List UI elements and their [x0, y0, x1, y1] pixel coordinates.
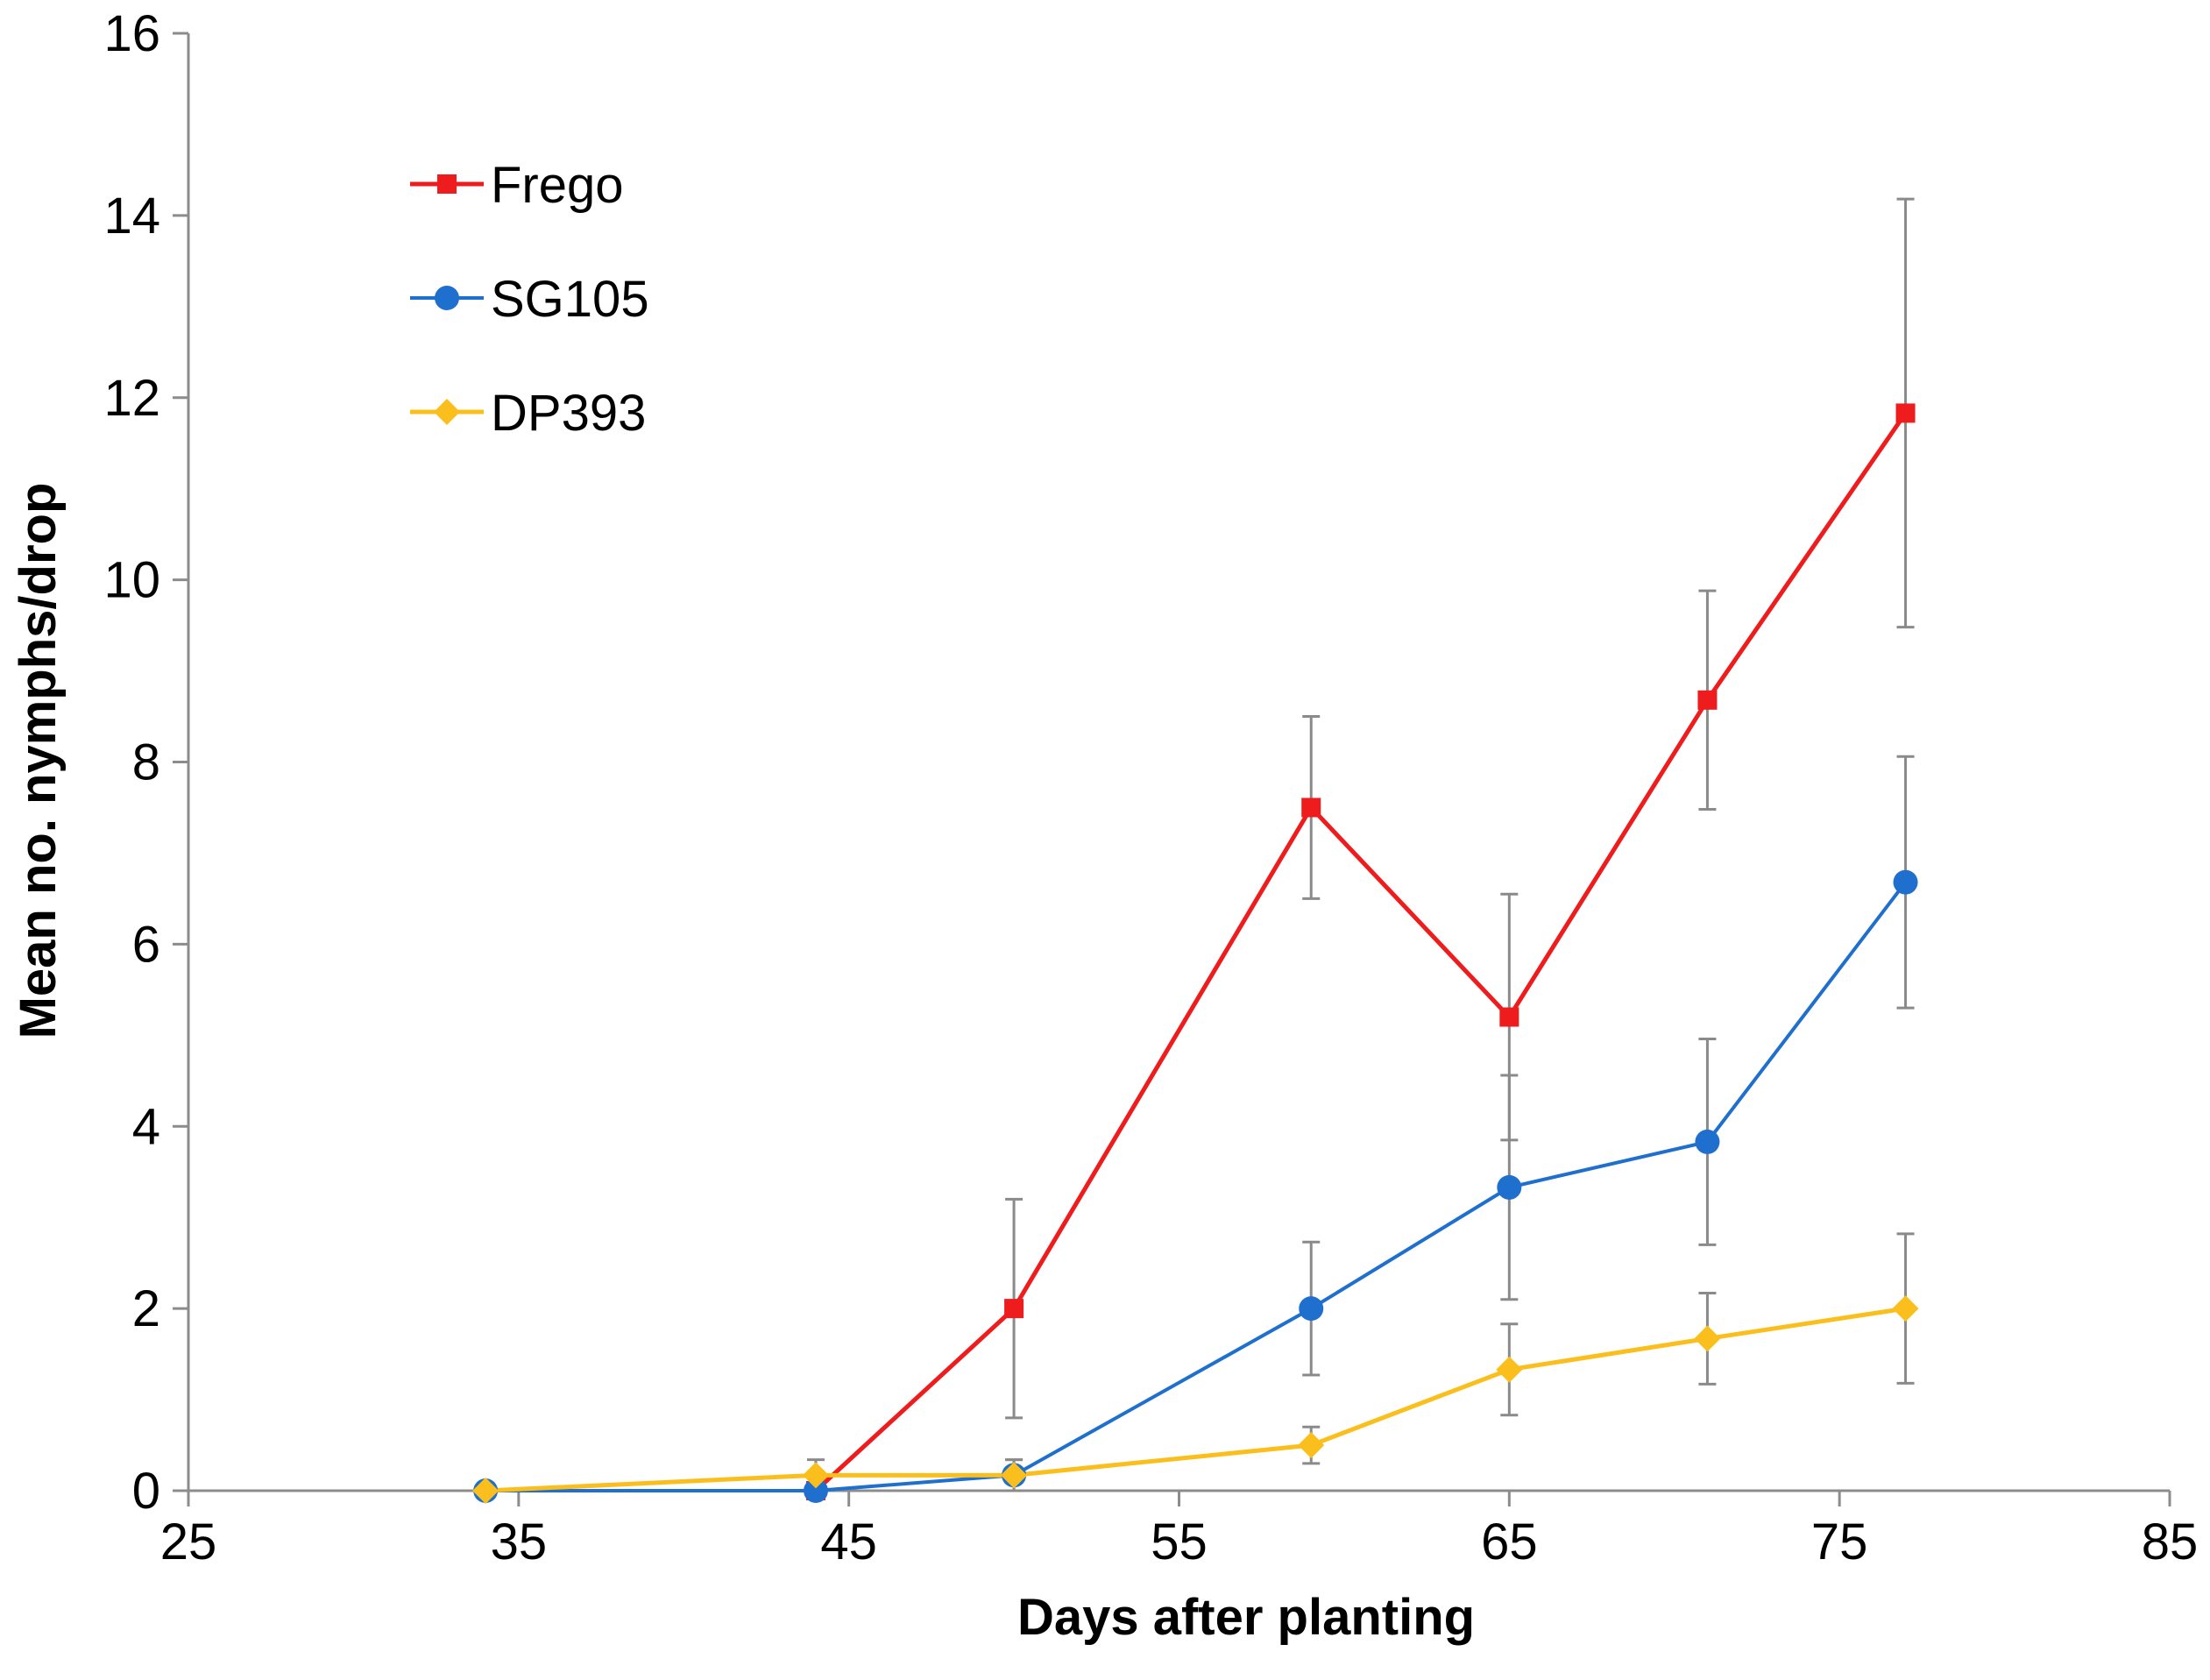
- y-tick-label: 2: [132, 1280, 160, 1337]
- dp393-point: [802, 1462, 829, 1489]
- frego-point: [1004, 1299, 1024, 1319]
- dp393-point: [1001, 1462, 1028, 1489]
- dp393-point: [472, 1478, 499, 1504]
- legend: Frego SG105 DP393: [410, 157, 649, 442]
- sg105-point: [1497, 1174, 1522, 1200]
- y-tick-label: 16: [103, 5, 160, 62]
- x-tick-label: 85: [2142, 1513, 2199, 1570]
- y-tick-label: 8: [132, 734, 160, 791]
- x-tick-label: 75: [1811, 1513, 1868, 1570]
- ticks: 0 2 4 6 8 10 12 14 16 25 35 45 55 65 75 85: [103, 5, 2198, 1570]
- dp393-point: [1694, 1325, 1721, 1352]
- legend-label-sg105: SG105: [491, 271, 649, 328]
- x-axis-title: Days after planting: [1017, 1589, 1475, 1646]
- dp393-point: [1892, 1295, 1919, 1322]
- sg105-point: [1299, 1296, 1324, 1322]
- y-tick-label: 14: [103, 188, 160, 245]
- x-tick-label: 45: [820, 1513, 877, 1570]
- legend-label-frego: Frego: [491, 157, 624, 214]
- frego-point: [1499, 1007, 1519, 1027]
- legend-label-dp393: DP393: [491, 385, 646, 442]
- frego-point: [1895, 403, 1916, 423]
- x-tick-label: 65: [1481, 1513, 1538, 1570]
- series-lines: [485, 411, 1908, 1493]
- series-markers: [472, 403, 1919, 1504]
- y-tick-label: 0: [132, 1463, 160, 1520]
- frego-point: [1301, 797, 1321, 818]
- x-tick-label: 35: [491, 1513, 548, 1570]
- frego-line: [814, 411, 1908, 1492]
- y-tick-label: 10: [103, 552, 160, 609]
- legend-marker-sg105: [435, 286, 459, 310]
- x-tick-label: 55: [1151, 1513, 1208, 1570]
- axes: [187, 33, 2170, 1492]
- x-tick-label: 25: [160, 1513, 217, 1570]
- frego-point: [1697, 690, 1718, 710]
- error-bars: [806, 197, 1915, 1492]
- dp393-point: [1496, 1356, 1523, 1383]
- sg105-point: [1893, 869, 1918, 895]
- y-axis-title: Mean no. nymphs/drop: [10, 483, 67, 1039]
- sg105-point: [803, 1478, 828, 1503]
- dp393-line: [485, 1306, 1906, 1493]
- y-tick-label: 6: [132, 916, 160, 973]
- y-tick-label: 12: [103, 370, 160, 427]
- sg105-line: [485, 881, 1908, 1492]
- legend-marker-frego: [437, 174, 457, 194]
- y-tick-label: 4: [132, 1098, 160, 1155]
- dp393-point: [1298, 1432, 1325, 1459]
- legend-marker-dp393: [434, 399, 460, 425]
- sg105-point: [1695, 1129, 1720, 1154]
